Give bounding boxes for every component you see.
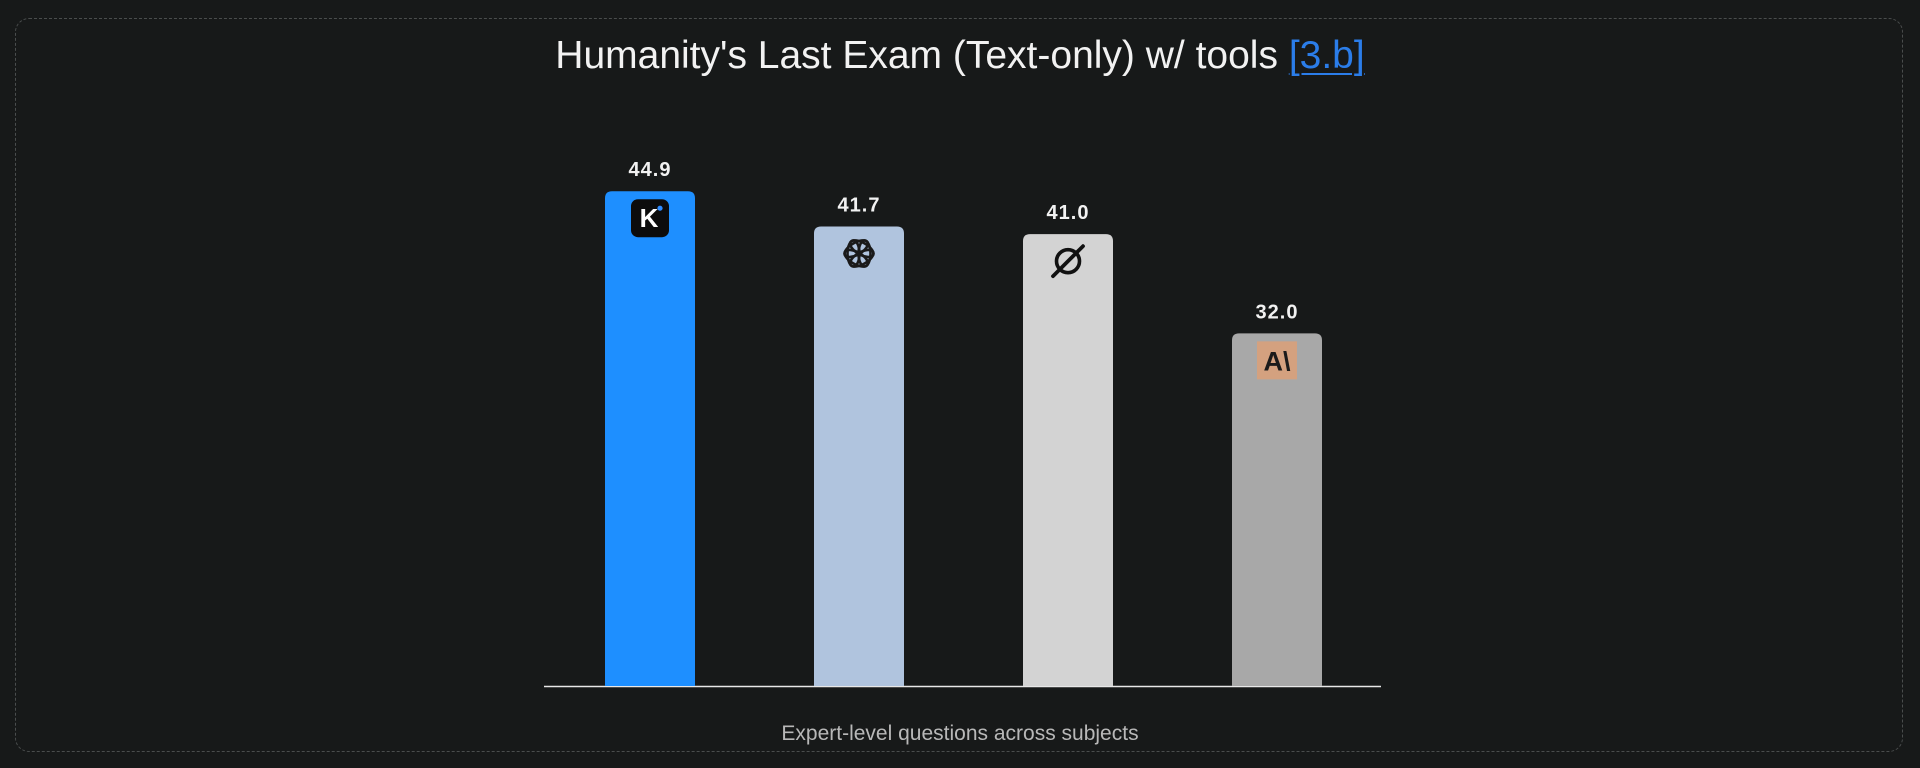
svg-text:A\: A\ xyxy=(1264,346,1291,376)
bar-value-label-3: 32.0 xyxy=(1256,301,1299,323)
chart-subtitle: Expert-level questions across subjects xyxy=(781,722,1139,745)
openai-logo-icon xyxy=(843,239,875,268)
bar-value-label-2: 41.0 xyxy=(1047,202,1090,224)
chart-title: Humanity's Last Exam (Text-only) w/ tool… xyxy=(0,34,1920,78)
reference-link[interactable]: [3.b] xyxy=(1288,34,1365,77)
anthropic-logo-icon: A\ xyxy=(1257,341,1297,380)
svg-text:K: K xyxy=(640,203,659,233)
chart-title-text: Humanity's Last Exam (Text-only) w/ tool… xyxy=(555,34,1278,77)
chart-card xyxy=(15,18,1903,752)
bar-3 xyxy=(1232,333,1322,686)
bar-1 xyxy=(814,226,904,686)
bar-value-label-0: 44.9 xyxy=(629,159,672,181)
bar-value-label-1: 41.7 xyxy=(838,194,881,216)
bar-0 xyxy=(605,191,695,686)
bar-2 xyxy=(1023,234,1113,686)
kimi-logo-icon: K xyxy=(631,199,669,238)
grok-logo-icon xyxy=(1051,244,1085,279)
